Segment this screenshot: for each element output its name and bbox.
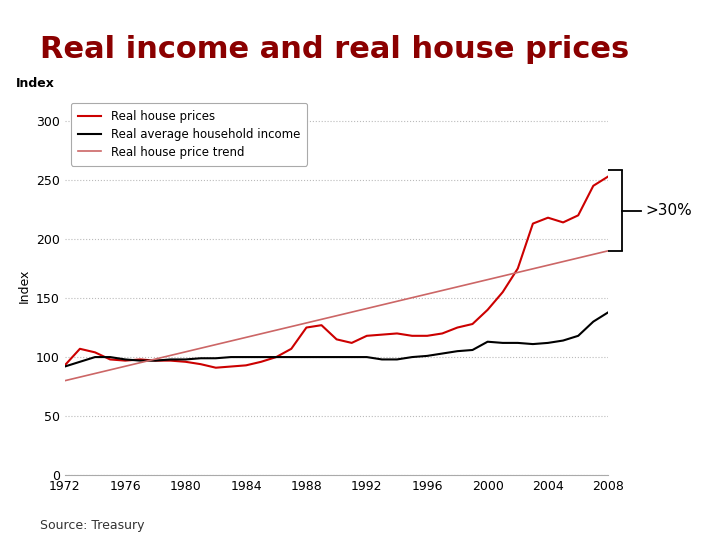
Real average household income bbox=[468, 347, 477, 353]
Text: >30%: >30% bbox=[646, 203, 693, 218]
Real average household income bbox=[151, 357, 160, 364]
Real average household income bbox=[257, 354, 266, 360]
Real average household income bbox=[272, 354, 281, 360]
Real average household income bbox=[498, 340, 507, 346]
Real house prices bbox=[408, 333, 416, 339]
Line: Real house prices: Real house prices bbox=[65, 177, 608, 368]
Real average household income bbox=[136, 357, 145, 364]
Real average household income bbox=[242, 354, 251, 360]
Y-axis label: Index: Index bbox=[17, 269, 30, 303]
Real house prices bbox=[272, 354, 281, 360]
Real house prices bbox=[166, 357, 175, 364]
Real house prices bbox=[528, 220, 537, 227]
Real average household income bbox=[60, 363, 69, 370]
Real house prices bbox=[136, 356, 145, 363]
Real average household income bbox=[302, 354, 311, 360]
Real average household income bbox=[318, 354, 326, 360]
Real average household income bbox=[212, 355, 220, 361]
Real average household income bbox=[91, 354, 99, 360]
Real house prices bbox=[76, 346, 84, 352]
Real house prices bbox=[544, 214, 552, 221]
Real house prices bbox=[106, 356, 114, 363]
Real average household income bbox=[347, 354, 356, 360]
Text: Source: Treasury: Source: Treasury bbox=[40, 519, 144, 532]
Real average household income bbox=[333, 354, 341, 360]
Real house prices bbox=[589, 183, 598, 189]
Real average household income bbox=[438, 350, 446, 357]
Real average household income bbox=[559, 338, 567, 344]
Real house prices bbox=[483, 307, 492, 313]
Real average household income bbox=[106, 354, 114, 360]
Real house prices bbox=[468, 321, 477, 327]
Real average household income bbox=[181, 356, 190, 363]
Real house prices bbox=[121, 357, 130, 364]
Real house prices bbox=[302, 325, 311, 331]
Real house prices bbox=[212, 364, 220, 371]
Real house prices bbox=[287, 346, 296, 352]
Real average household income bbox=[453, 348, 462, 354]
Real house prices bbox=[513, 265, 522, 272]
Real house prices bbox=[151, 357, 160, 364]
Real average household income bbox=[362, 354, 371, 360]
Real average household income bbox=[423, 353, 431, 359]
Real house prices bbox=[347, 340, 356, 346]
Text: Real income and real house prices: Real income and real house prices bbox=[40, 35, 629, 64]
Real house prices bbox=[559, 219, 567, 226]
Real average household income bbox=[227, 354, 235, 360]
Real house prices bbox=[438, 330, 446, 337]
Real house prices bbox=[197, 361, 205, 367]
Real average household income bbox=[76, 359, 84, 365]
Real house prices bbox=[227, 363, 235, 370]
Real average household income bbox=[528, 341, 537, 347]
Line: Real average household income: Real average household income bbox=[65, 312, 608, 367]
Real average household income bbox=[574, 333, 582, 339]
Real house prices bbox=[574, 212, 582, 219]
Real average household income bbox=[544, 340, 552, 346]
Legend: Real house prices, Real average household income, Real house price trend: Real house prices, Real average househol… bbox=[71, 103, 307, 166]
Real average household income bbox=[377, 356, 386, 363]
Real average household income bbox=[197, 355, 205, 361]
Real house prices bbox=[257, 359, 266, 365]
Real average household income bbox=[604, 309, 613, 315]
Real house prices bbox=[333, 336, 341, 342]
Real average household income bbox=[513, 340, 522, 346]
Real house prices bbox=[604, 173, 613, 180]
Real house prices bbox=[362, 333, 371, 339]
Real average household income bbox=[121, 356, 130, 363]
Real average household income bbox=[483, 339, 492, 345]
Real average household income bbox=[408, 354, 416, 360]
Text: Index: Index bbox=[16, 77, 55, 90]
Real house prices bbox=[453, 325, 462, 331]
Real house prices bbox=[181, 359, 190, 365]
Real house prices bbox=[423, 333, 431, 339]
Real average household income bbox=[166, 356, 175, 363]
Real house prices bbox=[318, 322, 326, 328]
Real average household income bbox=[589, 319, 598, 325]
Real house prices bbox=[60, 362, 69, 369]
Real house prices bbox=[498, 289, 507, 295]
Real house prices bbox=[91, 349, 99, 356]
Real house prices bbox=[392, 330, 401, 337]
Real house prices bbox=[377, 332, 386, 338]
Real house prices bbox=[242, 362, 251, 369]
Real average household income bbox=[392, 356, 401, 363]
Real average household income bbox=[287, 354, 296, 360]
